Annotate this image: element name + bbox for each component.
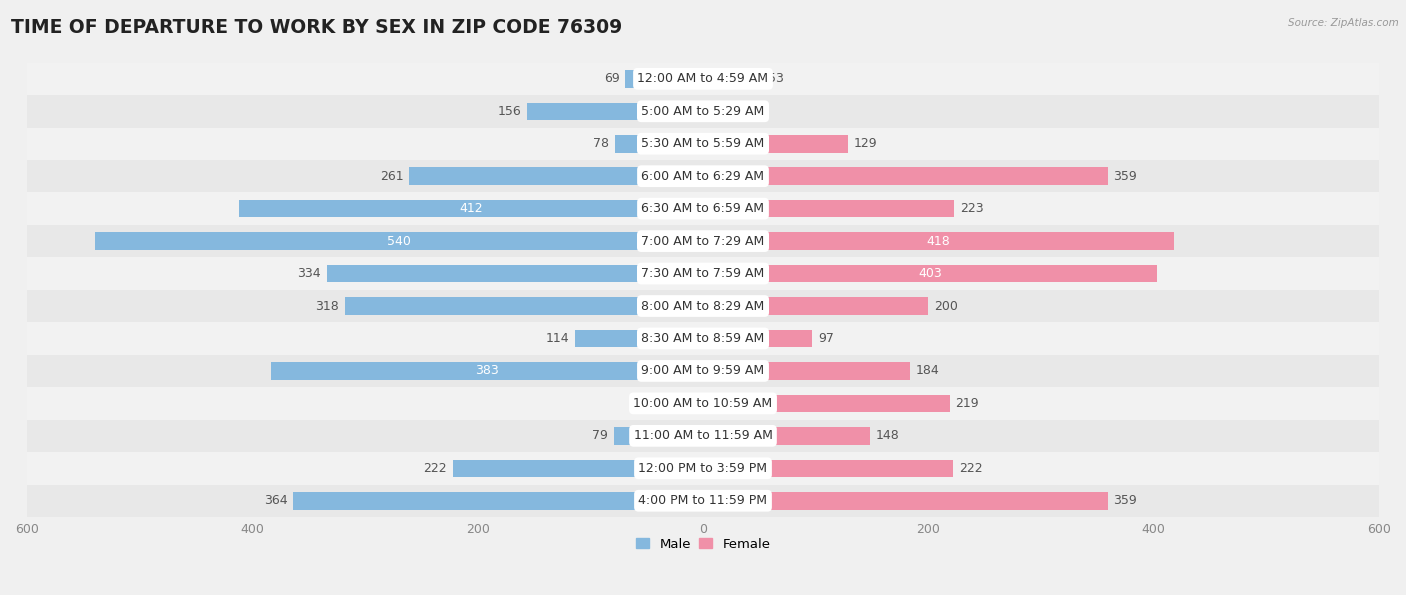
Bar xyxy=(626,70,703,87)
Text: 12:00 PM to 3:59 PM: 12:00 PM to 3:59 PM xyxy=(638,462,768,475)
Bar xyxy=(703,330,813,347)
Text: 16: 16 xyxy=(727,105,742,118)
Bar xyxy=(703,265,1157,282)
Bar xyxy=(326,265,703,282)
Bar xyxy=(703,167,1108,185)
Text: 223: 223 xyxy=(960,202,984,215)
Bar xyxy=(27,452,1379,484)
Text: 4:00 PM to 11:59 PM: 4:00 PM to 11:59 PM xyxy=(638,494,768,508)
Bar xyxy=(614,427,703,444)
Bar xyxy=(27,257,1379,290)
Text: 184: 184 xyxy=(915,364,939,377)
Text: 79: 79 xyxy=(592,430,609,442)
Bar xyxy=(703,459,953,477)
Bar xyxy=(409,167,703,185)
Text: 7:00 AM to 7:29 AM: 7:00 AM to 7:29 AM xyxy=(641,234,765,248)
Bar xyxy=(27,127,1379,160)
Bar xyxy=(703,200,955,217)
Text: 359: 359 xyxy=(1114,494,1137,508)
Text: 7:30 AM to 7:59 AM: 7:30 AM to 7:59 AM xyxy=(641,267,765,280)
Text: 364: 364 xyxy=(263,494,287,508)
Text: 222: 222 xyxy=(423,462,447,475)
Bar xyxy=(292,492,703,509)
Bar xyxy=(575,330,703,347)
Bar xyxy=(27,355,1379,387)
Text: 114: 114 xyxy=(546,332,569,345)
Text: 5:00 AM to 5:29 AM: 5:00 AM to 5:29 AM xyxy=(641,105,765,118)
Bar xyxy=(453,459,703,477)
Text: 6:00 AM to 6:29 AM: 6:00 AM to 6:29 AM xyxy=(641,170,765,183)
Text: Source: ZipAtlas.com: Source: ZipAtlas.com xyxy=(1288,18,1399,28)
Bar xyxy=(27,290,1379,322)
Bar xyxy=(344,298,703,315)
Text: 97: 97 xyxy=(818,332,834,345)
Bar xyxy=(27,387,1379,419)
Bar xyxy=(27,225,1379,257)
Bar xyxy=(271,362,703,380)
Text: 129: 129 xyxy=(853,137,877,151)
Text: 334: 334 xyxy=(298,267,321,280)
Text: 11:00 AM to 11:59 AM: 11:00 AM to 11:59 AM xyxy=(634,430,772,442)
Bar xyxy=(27,95,1379,127)
Text: 540: 540 xyxy=(387,234,411,248)
Bar xyxy=(703,298,928,315)
Text: 5:30 AM to 5:59 AM: 5:30 AM to 5:59 AM xyxy=(641,137,765,151)
Text: 69: 69 xyxy=(603,73,620,85)
Text: 222: 222 xyxy=(959,462,983,475)
Text: 219: 219 xyxy=(956,397,979,410)
Text: 156: 156 xyxy=(498,105,522,118)
Bar xyxy=(27,192,1379,225)
Bar xyxy=(94,232,703,250)
Legend: Male, Female: Male, Female xyxy=(630,533,776,556)
Bar xyxy=(703,427,870,444)
Text: 412: 412 xyxy=(460,202,482,215)
Bar xyxy=(703,362,910,380)
Text: 383: 383 xyxy=(475,364,499,377)
Bar xyxy=(703,492,1108,509)
Text: 8:30 AM to 8:59 AM: 8:30 AM to 8:59 AM xyxy=(641,332,765,345)
Text: 10:00 AM to 10:59 AM: 10:00 AM to 10:59 AM xyxy=(634,397,772,410)
Text: 418: 418 xyxy=(927,234,950,248)
Text: 6:30 AM to 6:59 AM: 6:30 AM to 6:59 AM xyxy=(641,202,765,215)
Text: 9:00 AM to 9:59 AM: 9:00 AM to 9:59 AM xyxy=(641,364,765,377)
Text: 12:00 AM to 4:59 AM: 12:00 AM to 4:59 AM xyxy=(637,73,769,85)
Text: 403: 403 xyxy=(918,267,942,280)
Text: 200: 200 xyxy=(934,299,957,312)
Text: TIME OF DEPARTURE TO WORK BY SEX IN ZIP CODE 76309: TIME OF DEPARTURE TO WORK BY SEX IN ZIP … xyxy=(11,18,623,37)
Text: 53: 53 xyxy=(768,73,785,85)
Bar xyxy=(703,102,721,120)
Bar xyxy=(703,70,762,87)
Bar xyxy=(27,62,1379,95)
Text: 30: 30 xyxy=(648,397,664,410)
Text: 78: 78 xyxy=(593,137,609,151)
Bar xyxy=(703,232,1174,250)
Bar xyxy=(27,484,1379,517)
Bar xyxy=(27,160,1379,192)
Text: 359: 359 xyxy=(1114,170,1137,183)
Bar xyxy=(703,135,848,152)
Bar xyxy=(27,322,1379,355)
Text: 261: 261 xyxy=(380,170,404,183)
Bar xyxy=(527,102,703,120)
Bar xyxy=(27,419,1379,452)
Bar xyxy=(239,200,703,217)
Bar xyxy=(669,394,703,412)
Text: 318: 318 xyxy=(315,299,339,312)
Text: 148: 148 xyxy=(876,430,900,442)
Text: 8:00 AM to 8:29 AM: 8:00 AM to 8:29 AM xyxy=(641,299,765,312)
Bar xyxy=(703,394,950,412)
Bar xyxy=(614,135,703,152)
